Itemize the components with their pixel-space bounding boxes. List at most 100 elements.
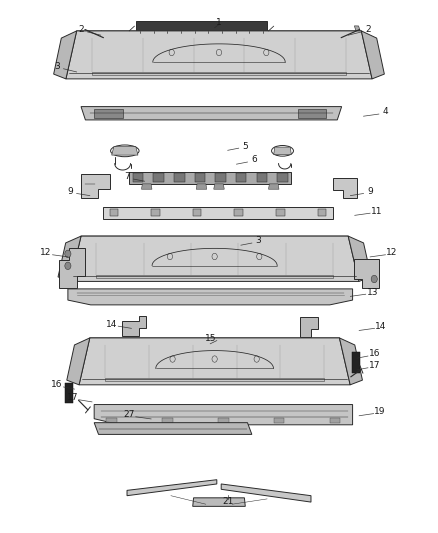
- Polygon shape: [259, 31, 266, 35]
- Polygon shape: [274, 418, 285, 423]
- Polygon shape: [162, 418, 173, 423]
- Polygon shape: [193, 209, 201, 216]
- Text: 27: 27: [124, 410, 135, 419]
- Text: 11: 11: [371, 207, 382, 215]
- Polygon shape: [136, 21, 267, 31]
- Text: 16: 16: [369, 350, 380, 358]
- Polygon shape: [236, 173, 247, 182]
- Text: 2: 2: [365, 26, 371, 34]
- Polygon shape: [219, 31, 226, 35]
- Polygon shape: [174, 173, 184, 182]
- Text: 3: 3: [54, 62, 60, 71]
- Text: 16: 16: [51, 381, 63, 389]
- Polygon shape: [59, 248, 85, 288]
- Polygon shape: [330, 418, 340, 423]
- Polygon shape: [300, 317, 318, 337]
- Polygon shape: [94, 423, 252, 434]
- Circle shape: [65, 262, 71, 270]
- Polygon shape: [274, 147, 291, 155]
- Polygon shape: [150, 31, 157, 35]
- Polygon shape: [81, 107, 342, 120]
- Polygon shape: [153, 173, 164, 182]
- Polygon shape: [81, 174, 110, 198]
- Polygon shape: [339, 338, 362, 385]
- Polygon shape: [58, 236, 81, 281]
- Polygon shape: [67, 338, 90, 385]
- Polygon shape: [298, 109, 326, 118]
- Polygon shape: [66, 31, 372, 79]
- Polygon shape: [127, 480, 217, 496]
- Text: 14: 14: [375, 322, 387, 330]
- Polygon shape: [205, 31, 212, 35]
- Polygon shape: [191, 31, 198, 35]
- Text: 13: 13: [367, 288, 378, 296]
- Polygon shape: [196, 184, 207, 189]
- Polygon shape: [214, 184, 224, 189]
- Text: 9: 9: [67, 187, 73, 196]
- Polygon shape: [318, 209, 326, 216]
- Polygon shape: [354, 26, 361, 36]
- Polygon shape: [79, 338, 350, 385]
- Polygon shape: [81, 236, 348, 249]
- Circle shape: [371, 275, 377, 282]
- Polygon shape: [276, 209, 285, 216]
- Polygon shape: [268, 184, 279, 189]
- Polygon shape: [103, 207, 333, 219]
- Text: 15: 15: [205, 334, 216, 343]
- Polygon shape: [246, 31, 253, 35]
- Text: 17: 17: [67, 393, 78, 402]
- Polygon shape: [194, 173, 205, 182]
- Polygon shape: [215, 173, 226, 182]
- Text: 12: 12: [386, 248, 398, 257]
- Polygon shape: [65, 383, 73, 403]
- Polygon shape: [94, 109, 123, 118]
- Polygon shape: [94, 405, 353, 425]
- Polygon shape: [141, 184, 152, 189]
- Polygon shape: [106, 418, 117, 423]
- Polygon shape: [70, 236, 359, 281]
- Text: 21: 21: [222, 497, 233, 505]
- Polygon shape: [122, 317, 146, 336]
- Polygon shape: [96, 274, 333, 278]
- Text: 7: 7: [124, 173, 130, 181]
- Polygon shape: [352, 352, 360, 373]
- Polygon shape: [234, 209, 243, 216]
- Polygon shape: [92, 72, 346, 75]
- Polygon shape: [177, 31, 184, 35]
- Polygon shape: [232, 31, 239, 35]
- Polygon shape: [151, 209, 160, 216]
- Polygon shape: [137, 31, 144, 35]
- Polygon shape: [164, 31, 171, 35]
- Text: 4: 4: [383, 108, 388, 116]
- Polygon shape: [110, 209, 118, 216]
- Polygon shape: [277, 173, 288, 182]
- Polygon shape: [105, 378, 324, 381]
- Polygon shape: [218, 418, 229, 423]
- Polygon shape: [133, 173, 143, 182]
- Text: 1: 1: [216, 18, 222, 27]
- Polygon shape: [54, 31, 77, 79]
- Circle shape: [65, 250, 71, 257]
- Polygon shape: [193, 498, 245, 506]
- Text: 9: 9: [367, 187, 373, 196]
- Polygon shape: [112, 147, 138, 155]
- Text: 19: 19: [374, 407, 386, 416]
- Polygon shape: [221, 484, 311, 502]
- Text: 3: 3: [255, 237, 261, 245]
- Text: 12: 12: [40, 248, 52, 257]
- Polygon shape: [68, 289, 353, 305]
- Polygon shape: [348, 236, 371, 281]
- Polygon shape: [77, 31, 361, 45]
- Text: 5: 5: [242, 142, 248, 150]
- Text: 2: 2: [78, 26, 84, 34]
- Polygon shape: [98, 31, 105, 41]
- Polygon shape: [257, 173, 267, 182]
- Text: 17: 17: [369, 361, 380, 370]
- Polygon shape: [361, 31, 384, 79]
- Text: 6: 6: [251, 156, 257, 164]
- Text: 14: 14: [106, 320, 117, 328]
- Polygon shape: [129, 172, 291, 184]
- Polygon shape: [90, 338, 339, 352]
- Polygon shape: [354, 259, 379, 288]
- Polygon shape: [333, 178, 357, 198]
